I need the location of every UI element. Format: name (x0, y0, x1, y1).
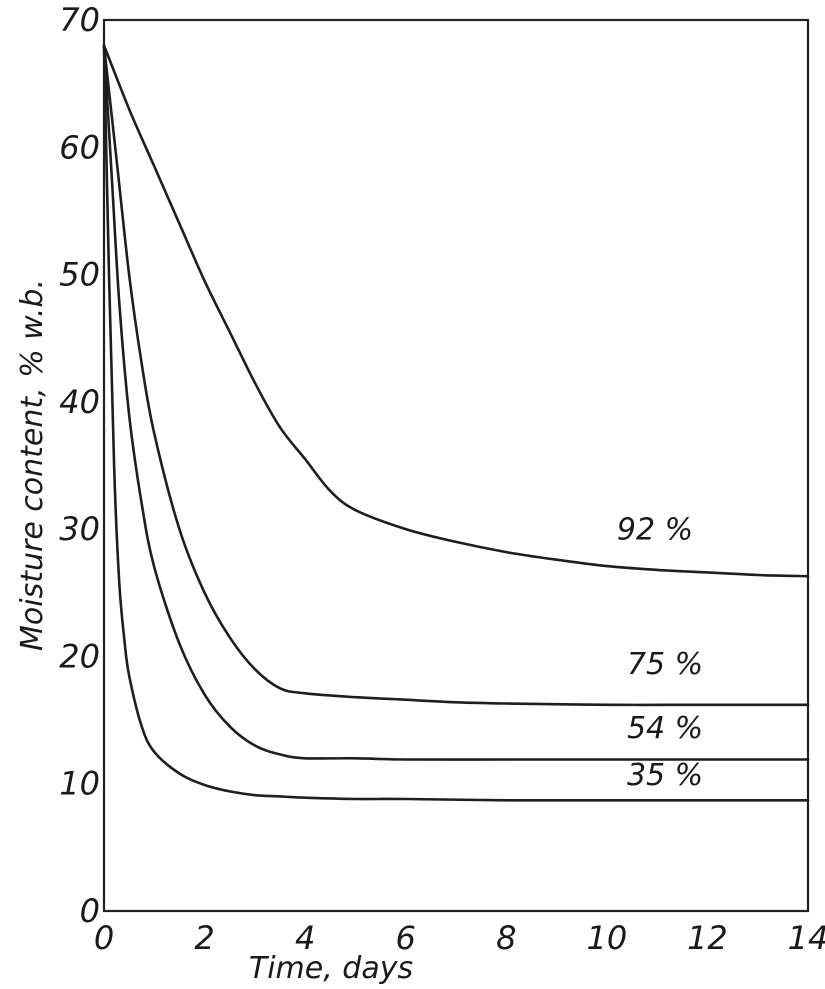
y-axis-title: Moisture content, % w.b. (15, 279, 50, 651)
plot-frame (102, 18, 810, 913)
x-tick-label: 0 (94, 919, 114, 957)
y-tick-label: 10 (59, 765, 100, 803)
y-tick-label: 40 (59, 383, 100, 421)
y-tick-label: 20 (59, 637, 100, 675)
x-tick-label: 12 (687, 919, 728, 957)
y-tick-label: 50 (59, 256, 100, 294)
y-tick-label: 0 (80, 892, 100, 930)
x-axis-title: Time, days (249, 951, 413, 986)
series-label: 92 % (617, 512, 693, 547)
x-tick-label: 2 (194, 919, 214, 957)
y-axis-ticks: 0 10 20 30 40 50 60 70 (59, 1, 100, 930)
series-line-0 (102, 44, 810, 578)
series-line-3 (102, 44, 810, 802)
y-tick-label: 60 (59, 128, 100, 166)
x-tick-label: 10 (586, 919, 627, 957)
series-line-1 (102, 44, 810, 707)
y-tick-label: 30 (59, 510, 100, 548)
series-line-2 (102, 44, 810, 761)
y-tick-label: 70 (59, 1, 100, 39)
x-tick-label: 14 (788, 919, 825, 957)
series-labels: 92 % 75 % 54 % 35 % (617, 512, 703, 793)
x-axis-ticks: 0 2 4 6 8 10 12 14 (94, 919, 825, 957)
series-label: 35 % (627, 758, 703, 793)
x-tick-label: 4 (295, 919, 315, 957)
series-curves (102, 44, 810, 802)
x-tick-label: 6 (396, 919, 416, 957)
series-label: 75 % (627, 647, 703, 682)
x-tick-label: 8 (496, 919, 516, 957)
series-label: 54 % (627, 711, 703, 746)
